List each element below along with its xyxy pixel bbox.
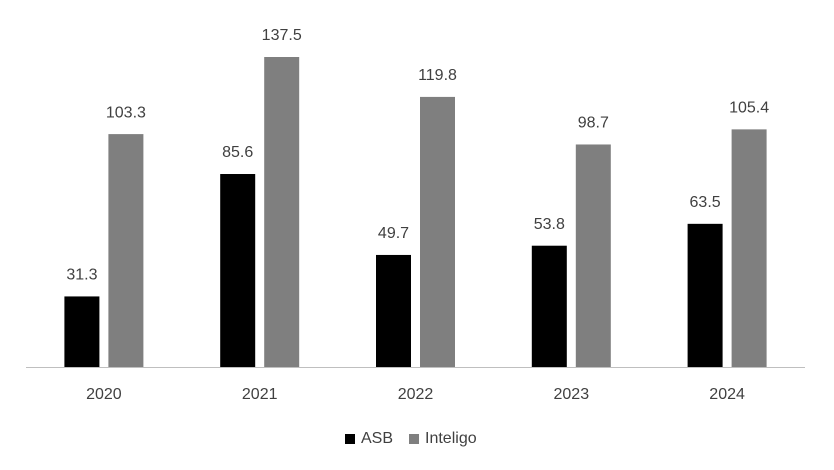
data-label: 31.3 xyxy=(66,267,97,284)
data-label: 105.4 xyxy=(729,100,769,117)
data-label: 49.7 xyxy=(378,225,409,242)
x-tick-label: 2023 xyxy=(554,386,590,403)
data-label: 137.5 xyxy=(262,27,302,44)
data-label: 53.8 xyxy=(534,216,565,233)
bar xyxy=(64,296,100,367)
legend-label: ASB xyxy=(361,430,393,447)
bar xyxy=(531,245,567,367)
bar xyxy=(687,223,723,367)
data-label: 98.7 xyxy=(578,115,609,132)
x-tick-label: 2021 xyxy=(242,386,278,403)
legend-swatch xyxy=(345,434,355,444)
data-label: 85.6 xyxy=(222,144,253,161)
data-label: 63.5 xyxy=(690,194,721,211)
x-tick-label: 2020 xyxy=(86,386,122,403)
bar xyxy=(575,144,611,367)
bar xyxy=(376,254,411,367)
bar xyxy=(731,129,767,367)
bar xyxy=(264,57,300,367)
bar xyxy=(108,134,144,367)
data-label: 103.3 xyxy=(106,104,146,121)
legend-label: Inteligo xyxy=(425,430,477,447)
x-tick-label: 2024 xyxy=(709,386,745,403)
bar xyxy=(420,96,455,367)
x-tick-label: 2022 xyxy=(398,386,434,403)
bar xyxy=(220,174,256,367)
data-label: 119.8 xyxy=(418,67,457,84)
legend-swatch xyxy=(409,434,420,444)
